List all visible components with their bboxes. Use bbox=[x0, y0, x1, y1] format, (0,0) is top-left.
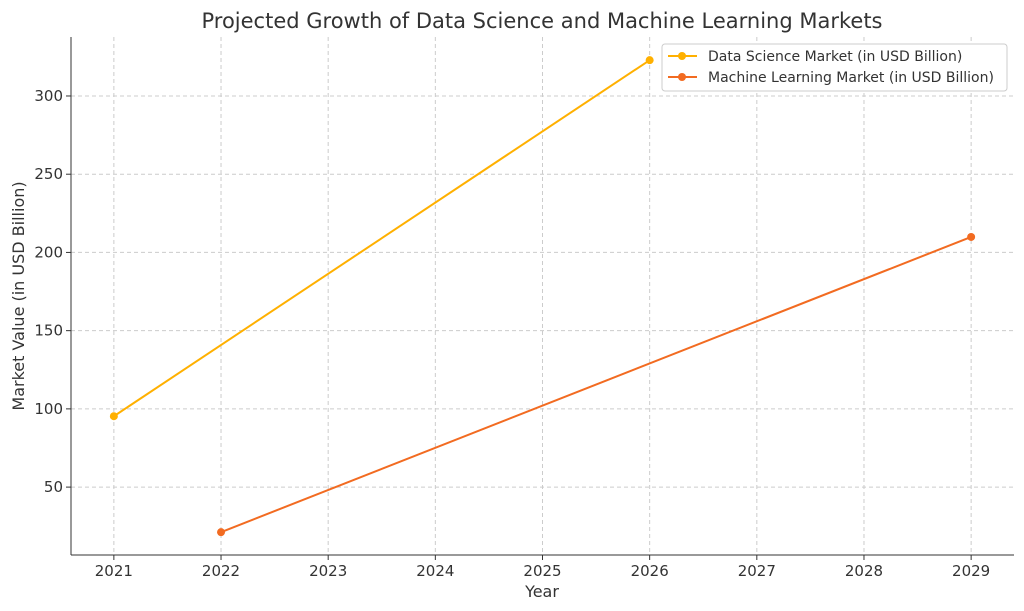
y-tick-label: 50 bbox=[44, 478, 63, 496]
x-axis-label: Year bbox=[524, 582, 559, 601]
y-axis-label: Market Value (in USD Billion) bbox=[9, 181, 28, 410]
data-point bbox=[645, 56, 654, 65]
y-tick-label: 250 bbox=[34, 165, 63, 183]
x-tick-label: 2029 bbox=[952, 562, 990, 580]
series-line bbox=[220, 236, 972, 534]
legend-box bbox=[661, 43, 1008, 92]
x-tick-label: 2027 bbox=[738, 562, 776, 580]
x-tick-label: 2022 bbox=[202, 562, 240, 580]
x-tick-label: 2026 bbox=[631, 562, 669, 580]
data-point bbox=[217, 528, 226, 537]
series-line bbox=[113, 59, 651, 418]
data-point bbox=[109, 412, 118, 421]
legend-label: Data Science Market (in USD Billion) bbox=[708, 49, 962, 65]
x-tick-label: 2028 bbox=[845, 562, 883, 580]
y-tick-label: 150 bbox=[34, 322, 63, 340]
y-tick-label: 200 bbox=[34, 243, 63, 261]
legend-label: Machine Learning Market (in USD Billion) bbox=[708, 70, 994, 86]
x-tick-label: 2024 bbox=[416, 562, 454, 580]
y-tick-label: 100 bbox=[34, 400, 63, 418]
y-tick-label: 300 bbox=[34, 87, 63, 105]
legend-marker bbox=[678, 52, 686, 60]
x-tick-label: 2023 bbox=[309, 562, 347, 580]
legend-marker bbox=[678, 73, 686, 81]
x-tick-label: 2025 bbox=[523, 562, 561, 580]
chart-title: Projected Growth of Data Science and Mac… bbox=[201, 9, 882, 33]
data-point bbox=[967, 232, 976, 241]
x-tick-label: 2021 bbox=[95, 562, 133, 580]
